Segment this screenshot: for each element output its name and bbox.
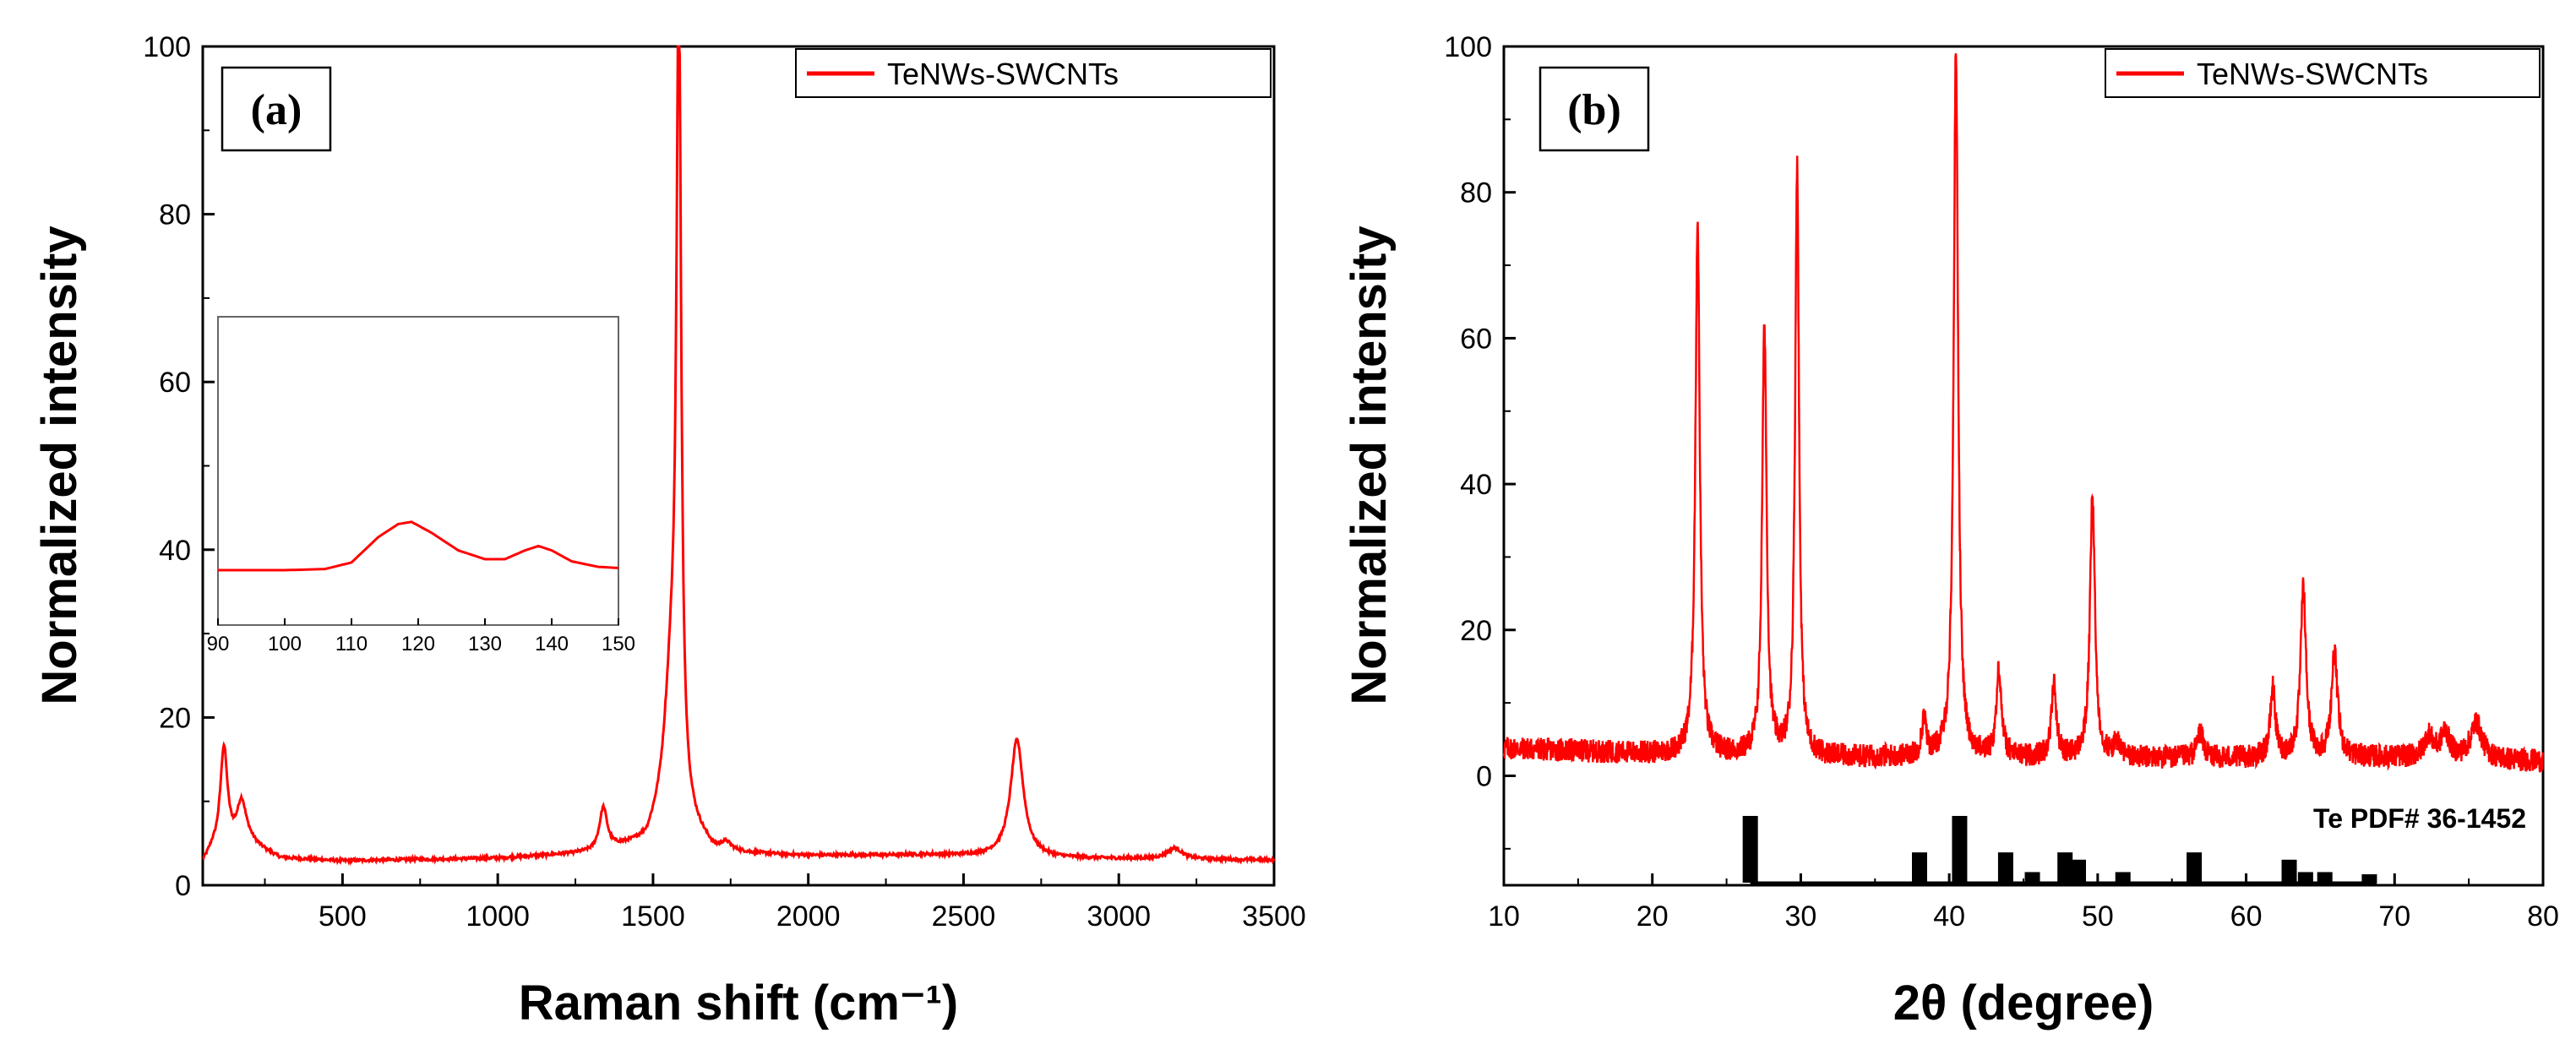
panel-a-y-axis-title: Normalized intensity [32, 226, 87, 704]
panel-b-reference-bars [1742, 815, 2377, 884]
y-tick-label: 60 [1460, 323, 1492, 355]
panel-label-frame [221, 66, 332, 152]
x-tick-label: 1000 [466, 900, 530, 933]
inset-series-line [218, 520, 619, 572]
y-tick-label: 40 [1460, 469, 1492, 501]
inset-x-tick-label: 100 [268, 633, 302, 655]
inset-x-tick-label: 90 [207, 633, 230, 655]
y-tick-label: 100 [1444, 31, 1492, 63]
x-tick-label: 10 [1488, 900, 1520, 933]
reference-bar [2057, 852, 2073, 883]
x-tick-label: 50 [2082, 900, 2114, 933]
y-tick-label: 40 [159, 535, 191, 567]
x-tick-label: 30 [1785, 900, 1817, 933]
reference-bar [2361, 874, 2377, 883]
reference-bar [2297, 872, 2313, 883]
panel-a-ticks: 500 1000 1500 2000 2500 3000 3500 0 20 40 60 80 100 [143, 31, 1306, 933]
x-tick-label: 60 [2230, 900, 2263, 933]
inset-x-tick-label: 140 [535, 633, 569, 655]
legend-label: TeNWs-SWCNTs [887, 57, 1119, 91]
reference-bar [2115, 872, 2131, 883]
reference-bar [2024, 872, 2040, 883]
inset-x-tick-label: 110 [335, 633, 368, 655]
y-tick-label: 0 [1476, 760, 1492, 792]
x-tick-label: 2500 [932, 900, 996, 933]
y-tick-label: 80 [1460, 177, 1492, 209]
x-tick-label: 2000 [776, 900, 841, 933]
panel-b-y-axis-title: Normalized intensity [1342, 226, 1397, 704]
inset-x-tick-label: 120 [401, 633, 435, 655]
x-tick-label: 3000 [1086, 900, 1151, 933]
panel-label: (b) [1567, 86, 1621, 134]
inset-x-tick-label: 130 [468, 633, 502, 655]
x-tick-label: 40 [1933, 900, 1965, 933]
x-tick-label: 80 [2527, 900, 2559, 933]
x-tick-label: 500 [319, 900, 367, 933]
panel-b-xrd-chart: 10 20 30 40 50 60 70 80 0 20 40 60 80 100 Te PDF# 36-… [1342, 31, 2559, 1031]
reference-bar [2317, 872, 2333, 883]
y-tick-label: 20 [1460, 615, 1492, 647]
reference-bar [1997, 852, 2013, 883]
panel-a-raman-chart: 500 1000 1500 2000 2500 3000 3500020406080100 … [32, 31, 1306, 1031]
panel-b-x-axis-title: 2θ (degree) [1893, 976, 2154, 1031]
y-tick-label: 20 [159, 702, 191, 734]
x-tick-label: 1500 [621, 900, 685, 933]
legend-frame [795, 48, 1272, 98]
panel-a-series-line-tenws-swcnts [202, 45, 1276, 867]
y-tick-label: 60 [159, 367, 191, 399]
x-tick-label: 3500 [1242, 900, 1306, 933]
panel-a-label-box: (a) [221, 66, 332, 152]
inset-x-tick-label: 150 [602, 633, 635, 655]
reference-bar [2281, 859, 2297, 883]
y-tick-label: 80 [159, 199, 191, 231]
panel-label-frame [1539, 66, 1650, 152]
panel-a-legend: TeNWs-SWCNTs [795, 48, 1272, 98]
inset-ticks: 90 100 110 120 130 140 150 [207, 618, 635, 655]
panel-b-ticks: 10 20 30 40 50 60 70 80 0 20 40 60 80 100 [1444, 31, 2559, 933]
panel-b-series-line-tenws-swcnts [1502, 53, 2544, 773]
inset-frame [217, 316, 619, 626]
reference-bar [1912, 852, 1927, 883]
legend-label: TeNWs-SWCNTs [2197, 57, 2428, 91]
y-tick-label: 100 [143, 31, 191, 63]
panel-a-x-axis-title: Raman shift (cm⁻¹) [519, 976, 958, 1031]
reference-label: Te PDF# 36-1452 [2313, 803, 2526, 834]
reference-bar [2071, 859, 2087, 883]
x-tick-label: 20 [1637, 900, 1669, 933]
reference-bar [1742, 815, 1758, 883]
panel-b-label-box: (b) [1539, 66, 1650, 152]
panel-label: (a) [251, 86, 302, 134]
reference-bar [1952, 815, 1968, 883]
panel-a-inset: 90 100 110 120 130 140 150 [207, 316, 635, 655]
panel-b-legend: TeNWs-SWCNTs [2105, 48, 2541, 98]
x-tick-label: 70 [2378, 900, 2410, 933]
y-tick-label: 0 [175, 870, 191, 902]
reference-bar [2187, 852, 2203, 883]
